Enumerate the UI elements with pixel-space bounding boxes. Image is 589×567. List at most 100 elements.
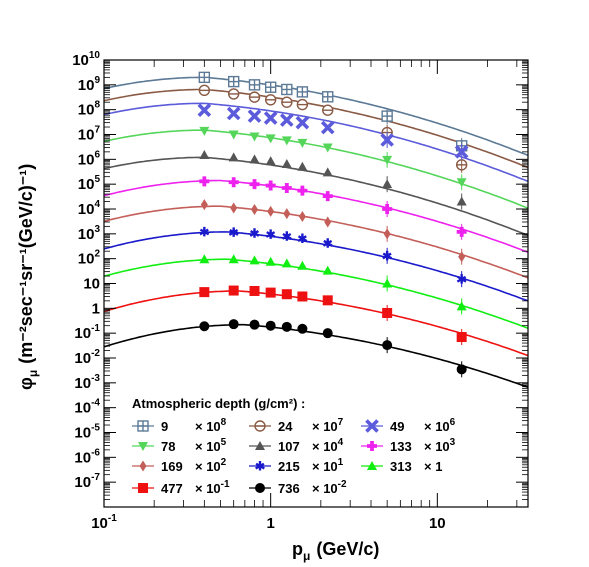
y-tick-base: 10 xyxy=(74,425,91,442)
legend-scale: × 10-2 xyxy=(312,479,347,496)
legend-depth: 133 xyxy=(390,439,412,454)
data-point-133 xyxy=(297,185,308,196)
legend-scale-base: × 10 xyxy=(312,459,338,474)
y-axis-title-unit: (m⁻²sec⁻¹sr⁻¹(GeV/c)⁻¹) xyxy=(16,164,36,364)
data-point-477 xyxy=(322,295,333,306)
legend-scale-exp: 4 xyxy=(338,437,344,448)
data-point-24 xyxy=(281,96,293,108)
data-point-313 xyxy=(322,265,333,275)
data-point-49 xyxy=(263,111,278,125)
marker-core xyxy=(252,231,257,236)
y-tick-exp: 6 xyxy=(94,149,100,160)
series-24 xyxy=(198,84,468,173)
data-point-313 xyxy=(297,260,308,270)
y-tick-base: 10 xyxy=(78,77,95,94)
data-point-24 xyxy=(322,104,334,116)
legend-depth: 736 xyxy=(278,481,300,496)
data-point-49 xyxy=(197,103,212,118)
y-tick-label: 10 xyxy=(83,276,100,293)
x-tick-exp: -1 xyxy=(108,513,117,524)
y-tick-base: 10 xyxy=(78,201,95,218)
data-point-49 xyxy=(247,109,262,123)
y-tick-label: 10-2 xyxy=(74,348,100,367)
legend-entry-24: 24 × 107 xyxy=(249,417,344,434)
legend-entry-477: 477 × 10-1 xyxy=(132,479,230,496)
data-point-78 xyxy=(297,138,308,148)
y-tick-label: 107 xyxy=(78,125,101,144)
data-point-9 xyxy=(198,71,211,84)
legend-scale-base: × 10 xyxy=(312,439,338,454)
legend-depth: 477 xyxy=(161,481,183,496)
y-tick-base: 10 xyxy=(83,276,100,293)
data-point-9 xyxy=(281,83,293,96)
data-point-9 xyxy=(322,91,334,103)
x-tick-base: 1 xyxy=(266,515,274,532)
y-tick-base: 10 xyxy=(74,400,91,417)
y-tick-base: 10 xyxy=(74,449,91,466)
data-point-313 xyxy=(199,254,210,264)
y-tick-exp: 5 xyxy=(94,174,100,185)
data-point-169 xyxy=(251,204,259,216)
y-tick-base: 10 xyxy=(74,474,91,491)
series-215 xyxy=(199,226,467,288)
data-point-215 xyxy=(281,231,292,241)
data-point-107 xyxy=(265,156,276,166)
marker-rays xyxy=(281,231,292,241)
data-point-107 xyxy=(228,152,239,162)
legend-scale-exp: 2 xyxy=(221,457,227,468)
y-tick-base: 10 xyxy=(74,375,91,392)
marker-core xyxy=(285,234,289,238)
y-tick-label: 102 xyxy=(78,249,101,268)
y-tick-exp: 3 xyxy=(94,224,100,235)
y-tick-base: 10 xyxy=(78,176,95,193)
fit-curve-133 xyxy=(103,179,529,253)
x-axis-title-unit: (GeV/c) xyxy=(316,539,379,559)
x-tick-label: 10 xyxy=(429,515,446,532)
data-point-78 xyxy=(228,130,239,140)
y-tick-exp: -5 xyxy=(91,423,100,434)
marker-core xyxy=(325,241,330,245)
data-point-49 xyxy=(280,113,294,127)
series-477 xyxy=(199,285,467,346)
data-point-133 xyxy=(199,176,210,187)
legend-scale: × 10-1 xyxy=(195,479,230,496)
legend-depth: 24 xyxy=(278,419,293,434)
marker-core xyxy=(300,236,305,241)
marker-rays xyxy=(228,227,239,237)
fit-curve-107 xyxy=(103,156,529,237)
y-tick-label: 1 xyxy=(92,300,100,317)
series-313 xyxy=(199,254,467,315)
marker-rays xyxy=(322,238,333,248)
y-tick-base: 10 xyxy=(78,251,95,268)
marker-rays xyxy=(199,226,210,237)
legend-entry-169: 169 × 102 xyxy=(132,457,227,474)
legend-entry-107: 107 × 104 xyxy=(249,437,344,454)
legend-entry-49: 49 × 106 xyxy=(361,417,456,434)
legend-scale-base: × 10 xyxy=(424,419,450,434)
y-tick-exp: -7 xyxy=(91,472,100,483)
data-point-477 xyxy=(199,287,210,298)
legend-scale: × 103 xyxy=(424,437,456,454)
data-point-9 xyxy=(264,81,277,93)
data-point-24 xyxy=(227,88,240,100)
series-133 xyxy=(199,176,467,240)
y-tick-label: 10-1 xyxy=(74,323,100,342)
data-point-133 xyxy=(281,183,292,194)
data-point-169 xyxy=(230,202,238,214)
data-point-78 xyxy=(199,126,210,136)
x-axis-title: pμ (GeV/c) xyxy=(292,539,379,563)
y-tick-base: 10 xyxy=(78,151,95,168)
y-axis-title-sub: μ xyxy=(26,370,40,377)
legend-scale: × 106 xyxy=(424,417,456,434)
legend-scale-base: × 10 xyxy=(312,419,338,434)
legend-entry-78: 78 × 105 xyxy=(132,437,227,454)
legend-scale-exp: -2 xyxy=(338,479,347,490)
data-point-49 xyxy=(320,120,335,135)
svg-text:pμ(GeV/c): pμ (GeV/c) xyxy=(292,539,379,563)
legend-entry-133: 133 × 103 xyxy=(361,437,456,454)
y-tick-label: 10-6 xyxy=(74,447,100,466)
data-point-78 xyxy=(249,132,260,142)
y-axis-title: φμ (m⁻²sec⁻¹sr⁻¹(GeV/c)⁻¹) xyxy=(16,164,40,390)
data-point-313 xyxy=(249,255,260,265)
